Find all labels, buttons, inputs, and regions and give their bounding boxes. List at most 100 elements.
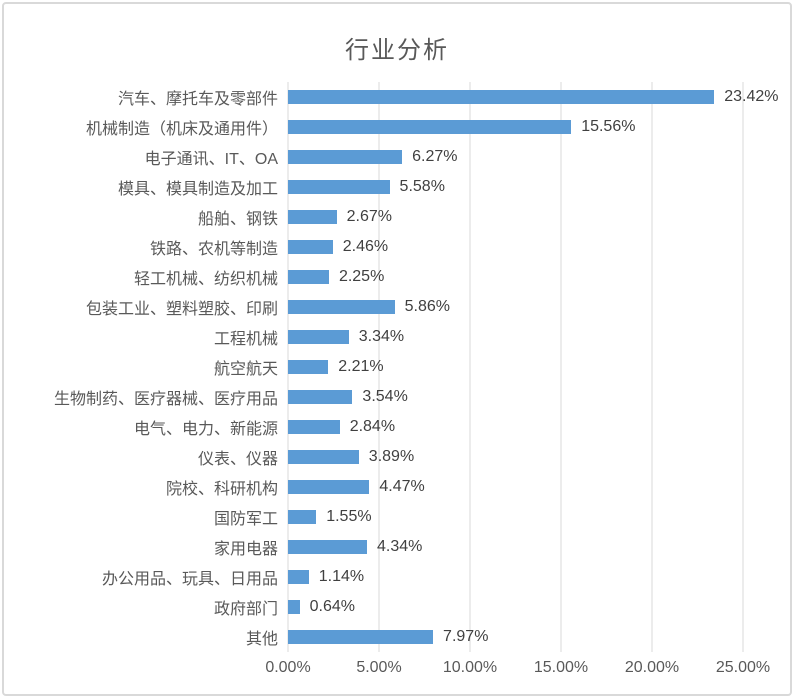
category-label: 政府部门 <box>213 601 278 618</box>
bar-track: 2.84% <box>288 412 743 442</box>
category-label: 航空航天 <box>213 361 278 378</box>
bar <box>288 150 403 164</box>
bar-track: 6.27% <box>288 142 743 172</box>
value-label: 2.84% <box>349 418 396 435</box>
category-label: 电子通讯、IT、OA <box>144 151 278 168</box>
x-axis-tick-label: 25.00% <box>715 659 771 676</box>
bar-track: 5.58% <box>288 172 743 202</box>
category-label: 院校、科研机构 <box>165 481 278 498</box>
category-label: 汽车、摩托车及零部件 <box>117 91 278 108</box>
bar-row: 院校、科研机构 4.47% <box>4 472 743 502</box>
value-label: 2.21% <box>338 358 384 375</box>
bar-track: 2.67% <box>288 202 743 232</box>
bar <box>288 630 434 644</box>
bar-row: 铁路、农机等制造 2.46% <box>4 232 743 262</box>
bar-row: 航空航天 2.21% <box>4 352 743 382</box>
value-label: 4.34% <box>376 538 423 555</box>
bar-row: 家用电器 4.34% <box>4 532 743 562</box>
category-label: 生物制药、医疗器械、医疗用品 <box>53 391 278 408</box>
bar <box>288 270 329 284</box>
gridline <box>742 82 744 652</box>
value-label: 23.42% <box>724 88 779 105</box>
bar-row: 国防军工 1.55% <box>4 502 743 532</box>
bar <box>288 420 340 434</box>
bar-track: 3.54% <box>288 382 743 412</box>
bar-track: 0.64% <box>288 592 743 622</box>
category-label: 工程机械 <box>213 331 278 348</box>
bar <box>288 210 337 224</box>
category-label: 机械制造（机床及通用件） <box>85 121 278 138</box>
category-label: 船舶、钢铁 <box>197 211 278 228</box>
category-label: 包装工业、塑料塑胶、印刷 <box>85 301 278 318</box>
x-axis-tick-label: 15.00% <box>533 659 589 676</box>
category-label: 其他 <box>245 631 278 648</box>
bar-row: 办公用品、玩具、日用品 1.14% <box>4 562 743 592</box>
bar <box>288 300 395 314</box>
value-label: 0.64% <box>309 598 356 615</box>
value-label: 15.56% <box>581 118 636 135</box>
bar <box>288 390 353 404</box>
x-axis-labels: 0.00% 5.00% 10.00% 15.00% 20.00% 25.00% <box>265 659 770 681</box>
category-label: 家用电器 <box>213 541 278 558</box>
bar-track: 4.34% <box>288 532 743 562</box>
bar-track: 2.46% <box>288 232 743 262</box>
bar-row: 其他 7.97% <box>4 622 743 652</box>
bar-track: 3.89% <box>288 442 743 472</box>
value-label: 1.14% <box>318 568 365 585</box>
x-axis-tick-label: 20.00% <box>624 659 680 676</box>
bar-track: 4.47% <box>288 472 743 502</box>
bar-track: 3.34% <box>288 322 743 352</box>
bar <box>288 540 367 554</box>
bar-row: 汽车、摩托车及零部件 23.42% <box>4 82 779 112</box>
gridline <box>378 82 380 652</box>
gridline <box>560 82 562 652</box>
bar-row: 工程机械 3.34% <box>4 322 743 352</box>
category-label: 仪表、仪器 <box>197 451 278 468</box>
bar <box>288 330 349 344</box>
bar-track: 23.42% <box>288 82 779 112</box>
bar-track: 5.86% <box>288 292 743 322</box>
bar-row: 轻工机械、纺织机械 2.25% <box>4 262 743 292</box>
bar-row: 船舶、钢铁 2.67% <box>4 202 743 232</box>
bar-track: 1.14% <box>288 562 743 592</box>
x-axis-tick-label: 0.00% <box>265 659 311 676</box>
value-label: 5.86% <box>404 298 451 315</box>
value-label: 3.54% <box>362 388 408 405</box>
bar <box>288 120 572 134</box>
bar <box>288 480 370 494</box>
value-label: 3.34% <box>358 328 405 345</box>
category-label: 办公用品、玩具、日用品 <box>101 571 278 588</box>
bar-row: 生物制药、医疗器械、医疗用品 3.54% <box>4 382 743 412</box>
bar-row: 包装工业、塑料塑胶、印刷 5.86% <box>4 292 743 322</box>
value-label: 1.55% <box>326 508 372 525</box>
bar-row: 电子通讯、IT、OA 6.27% <box>4 142 743 172</box>
bar-row: 仪表、仪器 3.89% <box>4 442 743 472</box>
bar-row: 政府部门 0.64% <box>4 592 743 622</box>
value-label: 6.27% <box>412 148 458 165</box>
category-label: 铁路、农机等制造 <box>149 241 278 258</box>
bar <box>288 510 317 524</box>
value-label: 4.47% <box>379 478 425 495</box>
bar-track: 7.97% <box>288 622 743 652</box>
value-label: 2.25% <box>338 268 385 285</box>
value-label: 2.67% <box>346 208 392 225</box>
gridline <box>469 82 471 652</box>
x-axis-tick-label: 5.00% <box>356 659 402 676</box>
category-label: 轻工机械、纺织机械 <box>133 271 278 288</box>
x-axis-tick-label: 10.00% <box>442 659 498 676</box>
bar <box>288 600 300 614</box>
value-label: 3.89% <box>368 448 415 465</box>
bar-track: 2.25% <box>288 262 743 292</box>
bar-row: 模具、模具制造及加工 5.58% <box>4 172 743 202</box>
category-label: 模具、模具制造及加工 <box>117 181 278 198</box>
bar <box>288 570 309 584</box>
bar <box>288 360 329 374</box>
bar <box>288 450 359 464</box>
category-label: 国防军工 <box>213 511 278 528</box>
bar-row: 机械制造（机床及通用件） 15.56% <box>4 112 743 142</box>
bar-track: 1.55% <box>288 502 743 532</box>
value-label: 7.97% <box>443 628 489 645</box>
bar-track: 2.21% <box>288 352 743 382</box>
bar <box>288 240 333 254</box>
